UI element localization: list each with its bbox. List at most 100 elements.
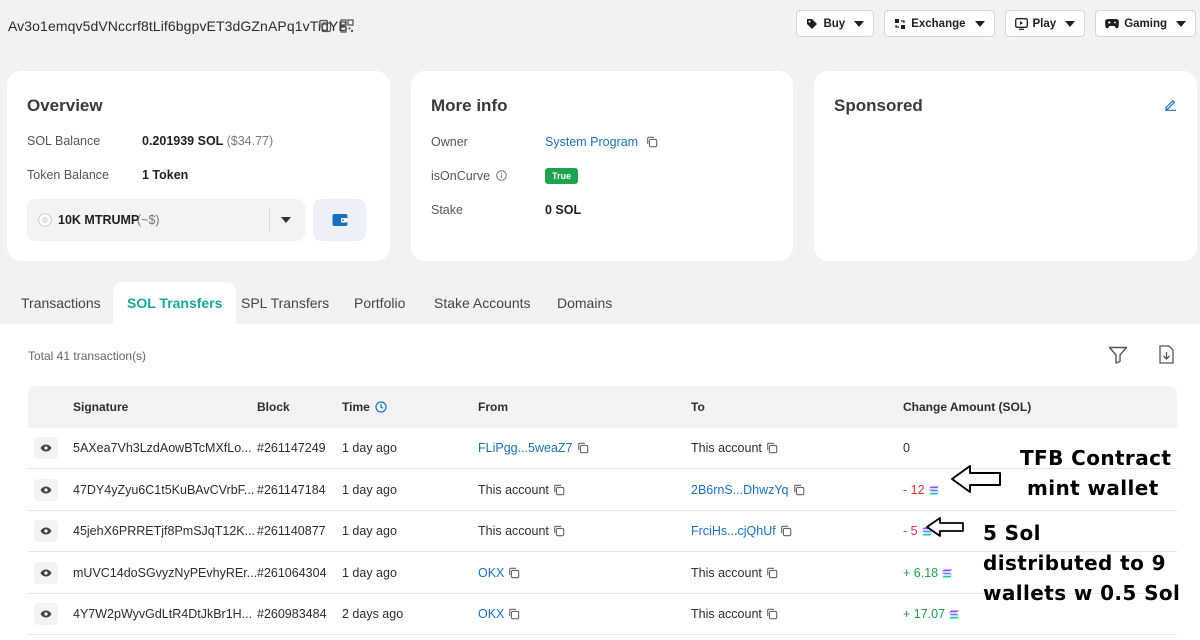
stake-value: 0 SOL — [545, 203, 582, 217]
time-cell: 1 day ago — [342, 441, 397, 455]
token-select-name: 10K MTRUMP — [58, 213, 140, 227]
from-cell: This account — [478, 524, 565, 538]
chevron-down-icon[interactable] — [281, 217, 291, 223]
eye-icon — [40, 569, 52, 576]
change-amount-cell: + 6.18 — [903, 565, 953, 580]
sponsored-card: Sponsored — [814, 71, 1197, 261]
change-amount: + 6.18 — [903, 565, 939, 580]
overview-title: Overview — [27, 96, 103, 115]
to-address[interactable]: FrciHs...cjQhUf — [691, 524, 776, 538]
col-block: Block — [257, 400, 290, 414]
copy-icon[interactable] — [646, 136, 658, 148]
qr-code-icon[interactable] — [340, 19, 354, 33]
exchange-menu-button[interactable]: Exchange — [884, 10, 995, 37]
token-select-value: (~$) — [137, 213, 160, 227]
view-details-button[interactable] — [34, 603, 58, 625]
annotation-line: distributed to 9 — [983, 551, 1166, 575]
change-amount: + 17.07 — [903, 607, 946, 621]
from-address[interactable]: FLiPgg...5weaZ7 — [478, 441, 573, 455]
view-details-button[interactable] — [34, 437, 58, 459]
clock-icon[interactable] — [375, 401, 387, 413]
copy-icon[interactable] — [508, 567, 520, 579]
from-address[interactable]: OKX — [478, 565, 505, 580]
annotation-mint-wallet: TFB Contract mint wallet — [1020, 443, 1171, 503]
signature-link[interactable]: 4Y7W2pWyvGdLtR4DtJkBr1H... — [73, 607, 253, 621]
tab-sol-transfers[interactable]: SOL Transfers — [113, 282, 237, 324]
copy-icon[interactable] — [766, 608, 778, 620]
copy-icon[interactable] — [508, 608, 520, 620]
copy-icon[interactable] — [793, 484, 805, 496]
to-cell: This account — [691, 566, 778, 580]
chevron-down-icon — [1065, 20, 1076, 27]
col-time[interactable]: Time — [342, 400, 387, 414]
to-address: This account — [691, 607, 762, 621]
token-balance-label: Token Balance — [27, 168, 110, 182]
sol-transfers-panel: Total 41 transaction(s) Signature Block … — [0, 324, 1200, 640]
tab-spl-transfers[interactable]: SPL Transfers — [241, 295, 330, 311]
change-amount: - 12 — [903, 482, 925, 497]
col-signature: Signature — [73, 400, 129, 414]
view-details-button[interactable] — [34, 561, 58, 584]
is-on-curve-badge: True — [545, 168, 579, 184]
edit-icon[interactable] — [1164, 98, 1177, 111]
stake-label: Stake — [431, 203, 463, 217]
signature-link[interactable]: 45jehX6PRRETjf8PmSJqT12K... — [73, 524, 256, 538]
tab-portfolio[interactable]: Portfolio — [354, 295, 406, 311]
tab-stake-accounts[interactable]: Stake Accounts — [434, 295, 531, 311]
copy-icon[interactable] — [780, 525, 792, 537]
swap-icon — [895, 18, 906, 29]
more-info-title: More info — [431, 96, 508, 115]
view-details-button[interactable] — [34, 478, 58, 501]
token-icon — [38, 213, 52, 227]
copy-icon[interactable] — [318, 19, 332, 33]
block-link[interactable]: #261064304 — [257, 565, 327, 580]
play-menu-button[interactable]: Play — [1004, 10, 1086, 37]
from-address: This account — [478, 482, 549, 497]
arrow-left-icon — [951, 465, 1001, 493]
copy-icon[interactable] — [766, 442, 778, 454]
copy-icon[interactable] — [553, 525, 565, 537]
change-amount-cell: + 17.07 — [903, 607, 960, 621]
gaming-menu-button[interactable]: Gaming — [1095, 10, 1196, 37]
token-select[interactable]: 10K MTRUMP (~$) — [27, 199, 305, 241]
chevron-down-icon — [974, 20, 985, 27]
annotation-distribution: 5 Sol distributed to 9 wallets w 0.5 Sol — [983, 518, 1180, 608]
annotation-line: mint wallet — [1027, 476, 1159, 500]
block-link[interactable]: #261140877 — [257, 524, 326, 538]
copy-icon[interactable] — [553, 484, 565, 496]
annotation-line: TFB Contract — [1020, 446, 1172, 470]
table-row: mUVC14doSGvyzNyPEvhyREr... #261064304 1 da… — [28, 553, 1177, 594]
copy-icon[interactable] — [766, 567, 778, 579]
buy-menu-button[interactable]: Buy — [796, 10, 875, 37]
from-cell: FLiPgg...5weaZ7 — [478, 441, 589, 455]
table-header: Signature Block Time From To Change Amou… — [28, 386, 1177, 428]
signature-link[interactable]: 5AXea7Vh3LzdAowBTcMXfLo... — [73, 441, 252, 455]
copy-icon[interactable] — [577, 442, 589, 454]
annotation-line: 5 Sol — [983, 521, 1041, 545]
more-info-card: More info Owner System Program isOnCurve… — [411, 71, 793, 261]
tab-transactions[interactable]: Transactions — [21, 295, 101, 311]
filter-icon[interactable] — [1108, 346, 1128, 364]
col-from: From — [478, 400, 508, 414]
sol-balance-usd: ($34.77) — [226, 134, 274, 148]
time-cell: 1 day ago — [342, 524, 397, 538]
block-link[interactable]: #260983484 — [257, 607, 327, 621]
to-cell: FrciHs...cjQhUf — [691, 524, 792, 538]
from-address[interactable]: OKX — [478, 607, 505, 621]
view-details-button[interactable] — [34, 520, 58, 542]
wallet-icon — [332, 214, 348, 226]
tab-domains[interactable]: Domains — [557, 295, 613, 311]
solana-icon — [942, 569, 953, 577]
to-cell: 2B6rnS...DhwzYq — [691, 483, 805, 497]
signature-link[interactable]: mUVC14doSGvyzNyPEvhyREr... — [73, 565, 258, 580]
signature-link[interactable]: 47DY4yZyu6C1t5KuBAvCVrbF... — [73, 482, 255, 497]
table-row: 4Y7W2pWyvGdLtR4DtJkBr1H... #260983484 2 da… — [28, 594, 1177, 635]
block-link[interactable]: #261147184 — [257, 482, 326, 497]
download-icon[interactable] — [1158, 345, 1175, 365]
owner-link[interactable]: System Program — [545, 135, 639, 149]
info-icon[interactable] — [495, 170, 507, 181]
to-address[interactable]: 2B6rnS...DhwzYq — [691, 482, 789, 497]
wallet-button[interactable] — [313, 199, 366, 241]
exchange-menu-label: Exchange — [911, 17, 966, 30]
block-link[interactable]: #261147249 — [257, 441, 326, 455]
